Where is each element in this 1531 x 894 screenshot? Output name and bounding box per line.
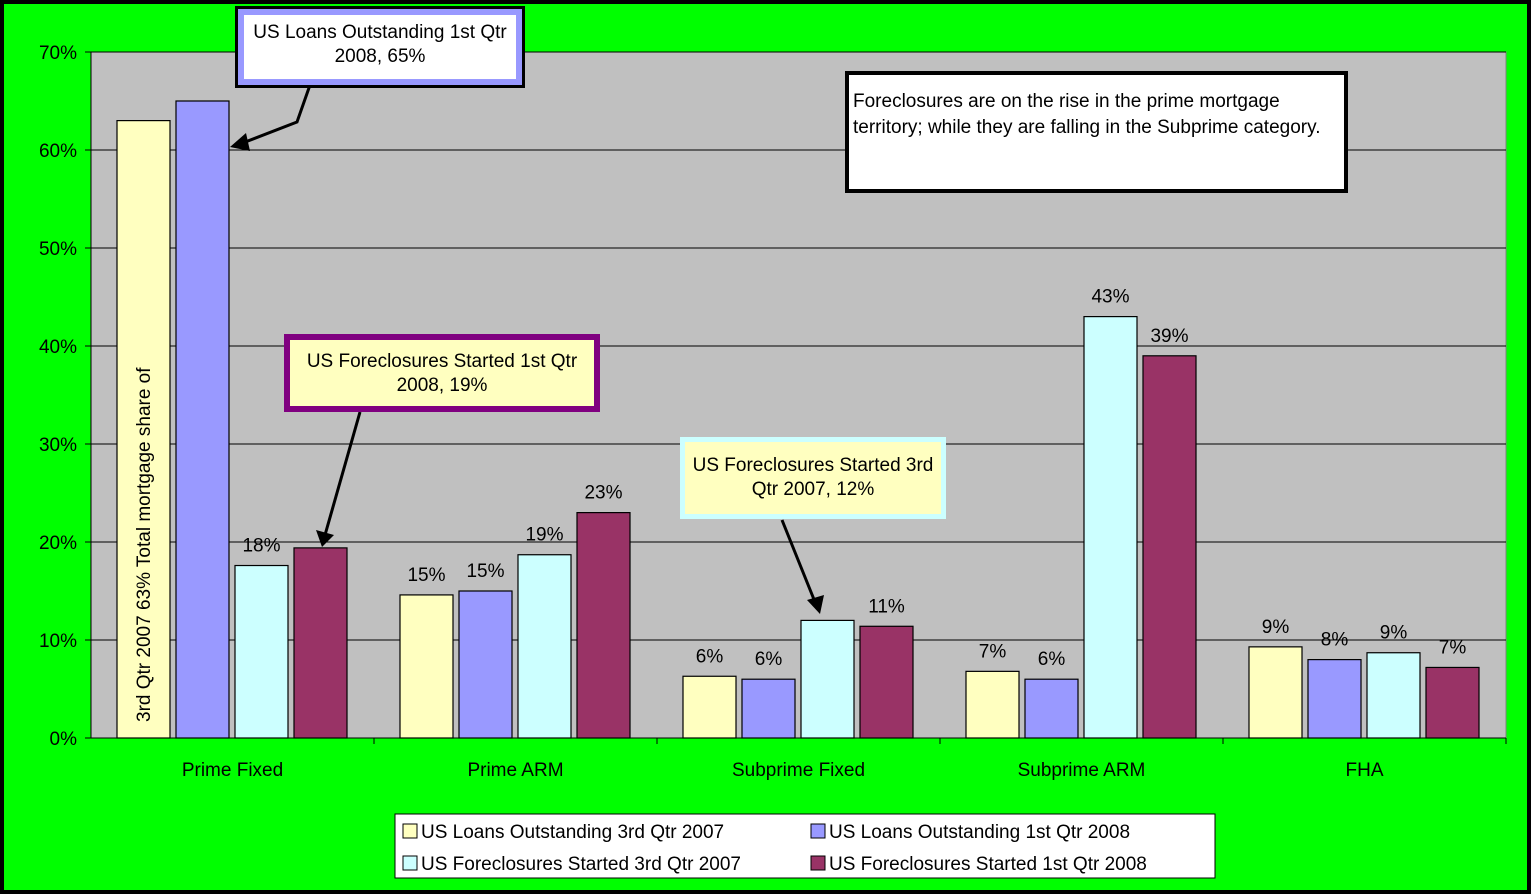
bar bbox=[116, 119, 171, 739]
value-label: 11% bbox=[868, 596, 905, 617]
value-label: 15% bbox=[407, 565, 445, 586]
value-label: 9% bbox=[1262, 617, 1290, 638]
bar bbox=[576, 511, 631, 739]
value-label: 7% bbox=[1439, 637, 1467, 658]
value-label: 9% bbox=[1380, 623, 1408, 644]
y-tick-label: 40% bbox=[39, 337, 77, 358]
legend-label: US Loans Outstanding 1st Qtr 2008 bbox=[829, 822, 1130, 843]
arrows bbox=[239, 84, 817, 603]
y-tick-label: 30% bbox=[39, 435, 77, 456]
value-label: 6% bbox=[755, 649, 783, 670]
value-label: 43% bbox=[1091, 287, 1129, 308]
legend-label: US Loans Outstanding 3rd Qtr 2007 bbox=[421, 822, 724, 843]
legend-swatch bbox=[810, 855, 826, 871]
value-label: 6% bbox=[696, 646, 724, 667]
y-tick-label: 70% bbox=[39, 43, 77, 64]
arrow bbox=[239, 84, 312, 146]
value-label: 19% bbox=[525, 525, 563, 546]
y-tick-label: 0% bbox=[50, 729, 78, 750]
bar bbox=[1366, 652, 1421, 739]
legend-swatch bbox=[810, 823, 826, 839]
bar bbox=[682, 675, 737, 739]
arrowhead bbox=[230, 133, 250, 151]
x-tick-label: Prime ARM bbox=[467, 760, 563, 781]
y-tick-label: 10% bbox=[39, 631, 77, 652]
value-label: 18% bbox=[242, 536, 280, 557]
bar bbox=[293, 547, 348, 739]
bar bbox=[458, 590, 513, 739]
y-tick-label: 20% bbox=[39, 533, 77, 554]
bar bbox=[859, 625, 914, 739]
arrowheads bbox=[230, 133, 824, 614]
value-label: 8% bbox=[1321, 630, 1349, 651]
value-label: 15% bbox=[466, 561, 504, 582]
x-tick-label: Subprime ARM bbox=[1018, 760, 1146, 781]
arrowhead bbox=[316, 530, 334, 547]
legend-items: US Loans Outstanding 3rd Qtr 2007 US Loan… bbox=[402, 822, 1147, 875]
bar bbox=[234, 564, 289, 739]
bar bbox=[175, 100, 230, 739]
bar bbox=[1425, 666, 1480, 739]
x-tick-label: Subprime Fixed bbox=[732, 760, 865, 781]
arrow bbox=[323, 411, 362, 536]
bar bbox=[741, 678, 796, 739]
x-tick-label: FHA bbox=[1346, 760, 1384, 781]
legend-label: US Foreclosures Started 1st Qtr 2008 bbox=[829, 854, 1147, 875]
arrowhead bbox=[807, 595, 824, 614]
bar bbox=[399, 594, 454, 739]
bar-annotation: 3rd Qtr 2007 63% Total mortgage share of bbox=[134, 367, 155, 722]
value-label: 23% bbox=[584, 483, 622, 504]
value-label: 6% bbox=[1038, 649, 1066, 670]
bar bbox=[965, 670, 1020, 739]
callout: US Foreclosures Started 3rd Qtr 2007, 12… bbox=[680, 437, 946, 519]
bars bbox=[116, 100, 1480, 739]
x-tick-label: Prime Fixed bbox=[182, 760, 283, 781]
legend-label: US Foreclosures Started 3rd Qtr 2007 bbox=[421, 854, 741, 875]
callout: US Loans Outstanding 1st Qtr 2008, 65% bbox=[235, 6, 525, 88]
bar bbox=[1083, 316, 1138, 739]
callout: US Foreclosures Started 1st Qtr 2008, 19… bbox=[284, 334, 600, 412]
bar bbox=[1248, 646, 1303, 739]
bar bbox=[1307, 658, 1362, 739]
value-label: 39% bbox=[1150, 326, 1188, 347]
y-tick-label: 60% bbox=[39, 141, 77, 162]
legend-swatch bbox=[402, 855, 418, 871]
legend-swatch bbox=[402, 823, 418, 839]
legend bbox=[394, 813, 1216, 879]
value-label: 7% bbox=[979, 641, 1007, 662]
bar bbox=[800, 619, 855, 739]
note: Foreclosures are on the rise in the prim… bbox=[845, 71, 1348, 193]
arrow bbox=[780, 519, 817, 603]
y-tick-label: 50% bbox=[39, 239, 77, 260]
bar bbox=[1024, 678, 1079, 739]
labels: 0% 10% 20% 30% 40% 50% 60% 70% Prime Fixed 18% Pri… bbox=[39, 43, 1466, 781]
bar bbox=[1142, 355, 1197, 739]
bar bbox=[517, 554, 572, 739]
